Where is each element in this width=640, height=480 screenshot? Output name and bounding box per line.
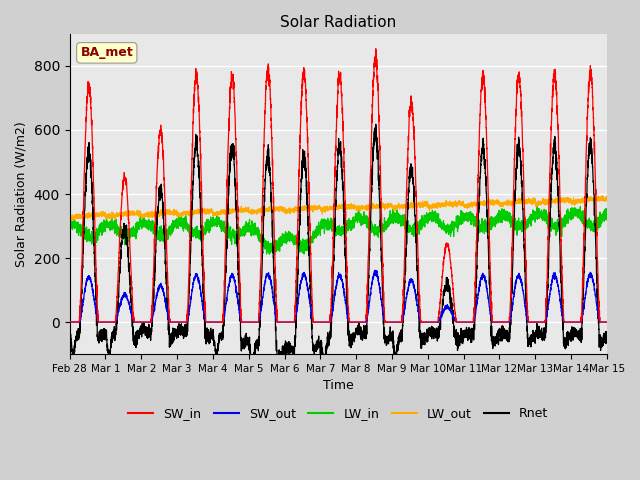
Rnet <box>429 328 437 334</box>
LW_out <box>603 195 611 201</box>
LW_out <box>429 205 436 211</box>
Line: LW_out: LW_out <box>70 195 607 220</box>
SW_out <box>66 319 74 325</box>
SW_out <box>318 319 326 325</box>
LW_out <box>66 217 74 223</box>
Line: SW_in: SW_in <box>70 49 607 322</box>
LW_in <box>271 252 278 258</box>
SW_out <box>429 319 436 325</box>
Line: Rnet: Rnet <box>70 124 607 370</box>
Title: Solar Radiation: Solar Radiation <box>280 15 396 30</box>
LW_in <box>66 223 74 228</box>
Y-axis label: Solar Radiation (W/m2): Solar Radiation (W/m2) <box>15 121 28 267</box>
Legend: SW_in, SW_out, LW_in, LW_out, Rnet: SW_in, SW_out, LW_in, LW_out, Rnet <box>124 402 554 425</box>
SW_in <box>602 319 610 325</box>
LW_out <box>318 206 326 212</box>
SW_in <box>429 319 436 325</box>
LW_in <box>603 209 611 215</box>
SW_in <box>489 319 497 325</box>
Rnet <box>459 338 467 344</box>
Rnet <box>250 367 257 372</box>
LW_out <box>67 217 75 223</box>
Line: SW_out: SW_out <box>70 270 607 322</box>
LW_out <box>489 202 497 207</box>
LW_in <box>459 221 467 227</box>
Text: BA_met: BA_met <box>81 47 133 60</box>
X-axis label: Time: Time <box>323 379 354 392</box>
SW_in <box>603 319 611 325</box>
LW_in <box>163 234 170 240</box>
SW_in <box>318 319 326 325</box>
LW_in <box>489 216 497 222</box>
SW_out <box>489 319 497 325</box>
SW_out <box>602 319 610 325</box>
Line: LW_in: LW_in <box>70 205 607 255</box>
Rnet <box>603 338 611 344</box>
LW_out <box>163 210 170 216</box>
Rnet <box>318 348 326 354</box>
LW_in <box>318 220 326 226</box>
LW_in <box>603 217 611 223</box>
SW_out <box>459 319 467 325</box>
SW_in <box>163 228 170 234</box>
LW_out <box>459 199 467 205</box>
Rnet <box>490 340 497 346</box>
SW_in <box>372 46 380 52</box>
Rnet <box>372 121 380 127</box>
SW_out <box>371 267 379 273</box>
SW_in <box>459 319 467 325</box>
SW_out <box>163 302 170 308</box>
SW_in <box>66 319 74 325</box>
Rnet <box>163 270 170 276</box>
LW_out <box>603 198 611 204</box>
SW_out <box>603 319 611 325</box>
Rnet <box>66 328 74 334</box>
LW_in <box>533 203 541 208</box>
LW_in <box>429 211 436 216</box>
Rnet <box>603 333 611 338</box>
LW_out <box>591 192 598 198</box>
